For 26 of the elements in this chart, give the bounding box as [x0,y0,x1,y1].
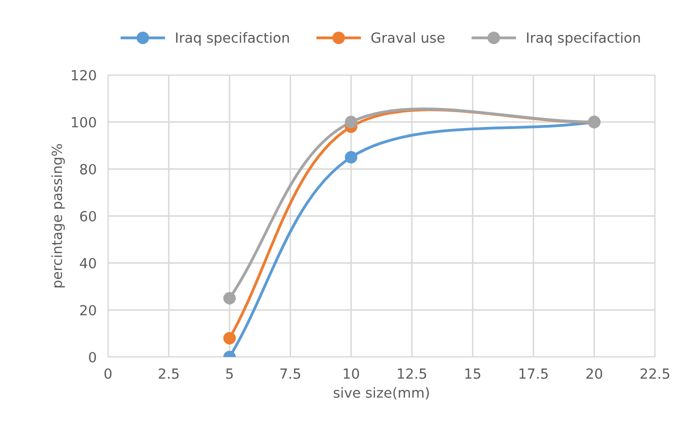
point [344,116,358,128]
y-tick-label: 80 [80,164,96,174]
legend-label: Iraq specifaction [527,32,640,46]
x-tick-label: 7.5 [280,368,300,379]
y-axis-title: percintage passing% [51,144,65,288]
x-tick-label: 0 [104,368,112,379]
point [223,332,236,344]
legend-label: Iraq specifaction [176,32,289,46]
x-tick-label: 22.5 [640,368,670,379]
y-tick-label: 60 [80,210,96,222]
x-tick-label: 15 [465,368,480,379]
y-tick-label: 100 [72,116,96,128]
x-tick-label: 2.5 [158,368,179,379]
x-tick-label: 5 [226,368,233,379]
point [344,151,358,164]
x-tick-label: 12.5 [398,368,426,379]
x-axis-title: sive size(mm) [334,387,429,400]
x-tick-label: 20 [586,368,602,379]
y-tick-label: 120 [72,70,96,80]
x-tick-label: 17.5 [520,368,548,379]
y-tick-label: 0 [88,352,96,362]
legend-label: Graval use [371,32,444,43]
y-tick-label: 40 [80,258,96,268]
point [223,292,236,304]
x-tick-label: 10 [344,368,360,379]
y-tick-label: 20 [80,304,96,316]
